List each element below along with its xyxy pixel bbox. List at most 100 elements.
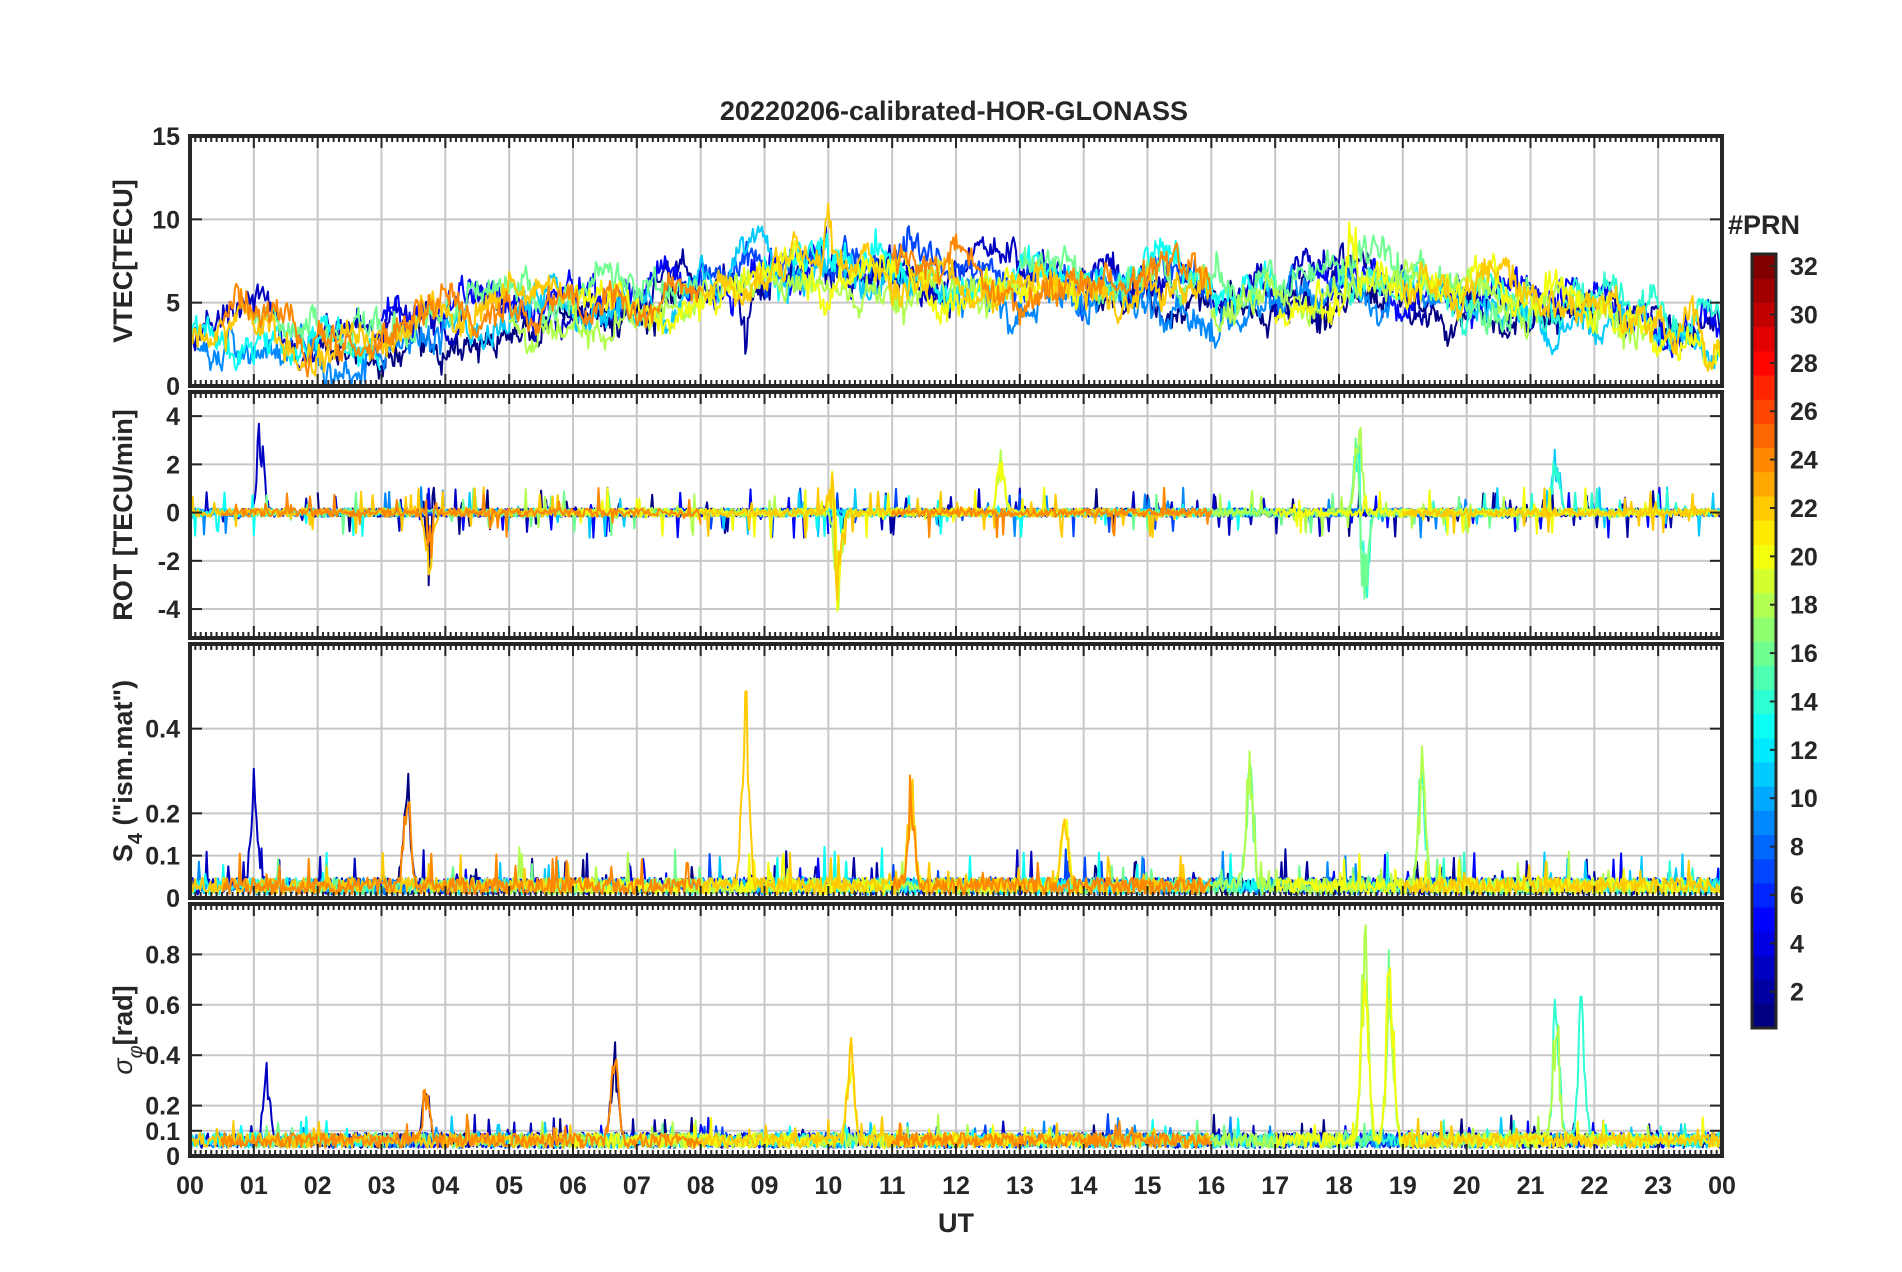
colorbar-tick-label: 32 <box>1790 253 1818 281</box>
colorbar-swatch-9 <box>1752 810 1776 836</box>
rot-x-ticks <box>189 392 1723 638</box>
x-tick-label: 05 <box>495 1172 523 1200</box>
colorbar-tick-label: 20 <box>1790 543 1818 571</box>
x-tick-label: 06 <box>559 1172 587 1200</box>
rot-series <box>190 422 1722 612</box>
x-tick-label: 09 <box>751 1172 779 1200</box>
x-tick-label: 02 <box>304 1172 332 1200</box>
sigma_phi-series-prn-24 <box>891 1120 1213 1149</box>
colorbar-swatch-31 <box>1752 278 1776 303</box>
x-tick-label: 10 <box>814 1172 842 1200</box>
vtec-series-prn-16 <box>252 260 702 356</box>
colorbar-tick-label: 16 <box>1790 640 1818 668</box>
rot-series-prn-20 <box>1274 486 1722 536</box>
vtec-y-tick-label: 10 <box>152 206 180 234</box>
s4-series <box>190 690 1722 896</box>
sigma_phi-y-tick-label: 0.6 <box>145 992 180 1020</box>
x-tick-label: 16 <box>1197 1172 1225 1200</box>
s4-series-prn-20 <box>1274 852 1722 896</box>
colorbar-tick-label: 30 <box>1790 301 1818 329</box>
x-tick-label: 07 <box>623 1172 651 1200</box>
colorbar-tick-label: 8 <box>1790 834 1804 862</box>
colorbar-tick-label: 14 <box>1790 688 1818 716</box>
vtec-series-prn-22 <box>700 202 1213 325</box>
colorbar-swatch-19 <box>1752 568 1776 594</box>
vtec-series <box>190 202 1722 386</box>
colorbar-swatch-7 <box>1752 858 1776 884</box>
colorbar-tick-label: 12 <box>1790 737 1818 765</box>
colorbar-tick-label: 24 <box>1790 447 1818 475</box>
sigma_phi-x-ticks <box>189 904 1723 1156</box>
colorbar-swatch-5 <box>1752 907 1776 932</box>
rot-y-tick-label: -2 <box>158 548 180 576</box>
x-tick-label: 11 <box>879 1172 906 1200</box>
s4-y-tick-label: 0.1 <box>145 843 180 871</box>
vtec-series-prn-11 <box>444 225 957 351</box>
x-tick-label: 12 <box>942 1172 970 1200</box>
vtec-y-axis-label: VTEC[TECU] <box>108 179 138 343</box>
rot-y-tick-label: 4 <box>166 403 180 431</box>
x-tick-label: 23 <box>1644 1172 1672 1200</box>
x-tick-label: 19 <box>1389 1172 1417 1200</box>
sigma_phi-y-axis-label: σφ[rad] <box>108 985 147 1074</box>
vtec-series-prn-20 <box>572 240 1085 336</box>
colorbar-tick-label: 4 <box>1790 930 1804 958</box>
colorbar-swatch-1 <box>1752 1003 1776 1029</box>
rot-y-tick-label: 2 <box>166 451 180 479</box>
rot-y-axis-label: ROT [TECU/min] <box>108 409 138 620</box>
panel-s4: 0 0.1 0.2 0.4S4 ("ism.mat") <box>108 642 1724 913</box>
x-tick-label: 15 <box>1134 1172 1162 1200</box>
vtec-x-ticks <box>189 136 1723 386</box>
s4-y-tick-label: 0 <box>166 885 180 913</box>
rot-y-tick-label: 0 <box>166 500 180 528</box>
sigma_phi-y-tick-label: 0.4 <box>145 1042 180 1070</box>
colorbar-swatch-27 <box>1752 374 1776 400</box>
rot-series-prn-24 <box>221 487 702 559</box>
colorbar-tick-label: 2 <box>1790 979 1804 1007</box>
rot-series-prn-24 <box>891 486 1213 539</box>
vtec-series-prn-1 <box>1083 270 1596 347</box>
colorbar-tick-label: 22 <box>1790 495 1818 523</box>
colorbar-swatch-21 <box>1752 520 1776 545</box>
x-tick-label: 08 <box>687 1172 715 1200</box>
sigma_phi-y-tick-label: 0.2 <box>145 1093 180 1121</box>
colorbar-swatch-25 <box>1752 423 1776 449</box>
x-tick-label: 20 <box>1453 1172 1481 1200</box>
s4-y-tick-label: 0.2 <box>145 800 180 828</box>
vtec-y-tick-label: 15 <box>152 123 180 151</box>
colorbar-frame <box>1750 252 1778 1030</box>
x-tick-label: 00 <box>176 1172 204 1200</box>
colorbar-swatch-23 <box>1752 471 1776 497</box>
sigma_phi-grid <box>190 904 1722 1156</box>
x-tick-label: 21 <box>1517 1172 1545 1200</box>
colorbar-tick-label: 6 <box>1790 882 1804 910</box>
x-tick-label: 18 <box>1325 1172 1353 1200</box>
colorbar-swatch-29 <box>1752 326 1776 352</box>
colorbar-swatch-13 <box>1752 713 1776 739</box>
rot-series-prn-22 <box>1401 487 1722 534</box>
colorbar-tick-label: 28 <box>1790 350 1818 378</box>
s4-y-axis-label: S4 ("ism.mat") <box>108 680 147 862</box>
colorbar-tick-label: 18 <box>1790 592 1818 620</box>
vtec-series-prn-24 <box>891 233 1213 326</box>
s4-series-prn-22 <box>1401 860 1722 896</box>
vtec-y-tick-label: 5 <box>166 290 180 318</box>
panel-vtec: 0 5 10 15 VTEC[TECU] <box>108 123 1724 401</box>
x-tick-label: 14 <box>1070 1172 1098 1200</box>
sigma_phi-series-prn-22 <box>1401 1117 1722 1149</box>
s4-series-prn-24 <box>891 774 1213 896</box>
colorbar-tick-label: 26 <box>1790 398 1818 426</box>
vtec-series-prn-22 <box>1401 256 1722 372</box>
x-tick-label: 13 <box>1006 1172 1034 1200</box>
panel-sigma_phi: 00.10.2 0.4 0.6 0.8 σφ[rad] 00 01 02 03 04 05 06 07 0… <box>108 902 1736 1200</box>
colorbar-swatch-11 <box>1752 761 1776 787</box>
sigma_phi-y-tick-label: 0.1 <box>145 1118 180 1146</box>
x-tick-label: 01 <box>240 1172 268 1200</box>
x-tick-label: 04 <box>431 1172 459 1200</box>
sigma_phi-series-prn-24 <box>220 1058 702 1149</box>
s4-y-tick-label: 0.4 <box>145 716 180 744</box>
vtec-y-tick-label: 0 <box>166 373 180 401</box>
